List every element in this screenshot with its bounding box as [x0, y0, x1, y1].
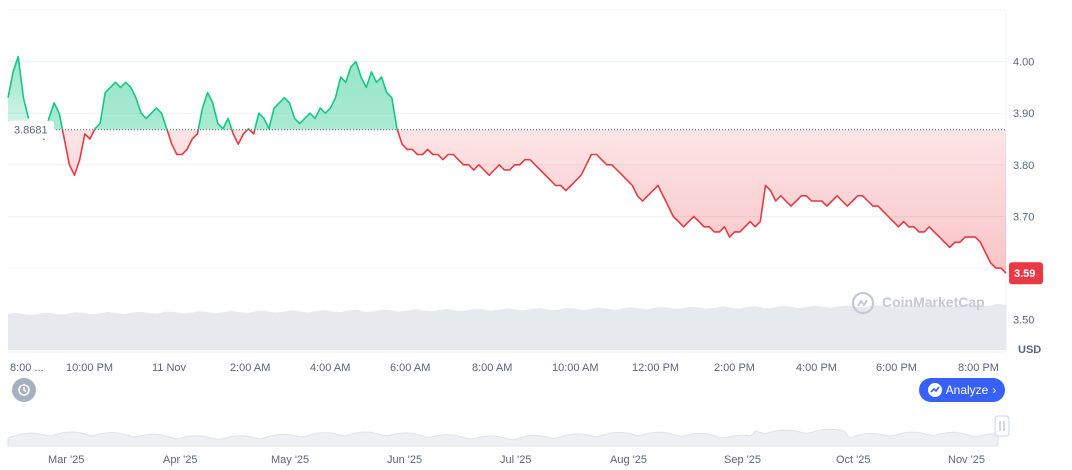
history-icon-glyph	[18, 384, 30, 396]
y-tick-label: 3.50	[1013, 315, 1034, 327]
y-axis: 4.003.903.803.703.603.50	[1013, 57, 1034, 327]
x-tick-label: 11 Nov	[152, 362, 187, 374]
analyze-chart-icon	[927, 383, 942, 397]
price-line-up	[45, 60, 399, 130]
unit-label: USD	[1018, 344, 1041, 356]
x-tick-label: 4:00 PM	[796, 362, 837, 374]
navigator-tick-label: Aug '25	[610, 454, 647, 466]
navigator-tick-label: Oct '25	[836, 454, 871, 466]
price-line-down	[38, 129, 1007, 274]
y-tick-label: 3.70	[1013, 211, 1034, 223]
x-tick-label: 8:00 AM	[472, 362, 512, 374]
area-below-reference	[38, 129, 1006, 274]
reference-price-label: 3.8681	[8, 120, 54, 139]
y-tick-label: 4.00	[1013, 57, 1034, 69]
x-tick-label: 8:00 PM	[958, 362, 999, 374]
y-tick-label: 3.90	[1013, 108, 1034, 120]
price-line-up	[7, 55, 30, 119]
price-line	[7, 55, 1007, 274]
navigator-axis: Mar '25 Apr '25 May '25 Jun '25 Jul '25 Aug '…	[48, 454, 985, 466]
x-tick-label: 10:00 PM	[66, 362, 113, 374]
x-tick-label: 2:00 AM	[230, 362, 270, 374]
x-tick-label: 12:00 PM	[632, 362, 679, 374]
coinmarketcap-logo-icon	[851, 291, 875, 315]
area-above-reference	[46, 61, 398, 130]
x-tick-label: 4:00 AM	[310, 362, 350, 374]
y-tick-label: 3.80	[1013, 160, 1034, 172]
navigator-tick-label: Mar '25	[48, 454, 84, 466]
volume-band	[8, 303, 1006, 350]
x-tick-label: 8:00 ...	[10, 362, 44, 374]
watermark-text: CoinMarketCap	[882, 294, 985, 310]
history-icon[interactable]	[12, 378, 36, 402]
navigator-tick-label: Sep '25	[724, 454, 761, 466]
analyze-button[interactable]: Analyze ›	[919, 378, 1005, 402]
x-tick-label: 10:00 AM	[552, 362, 598, 374]
chevron-right-icon: ›	[992, 383, 997, 397]
navigator-tick-label: Apr '25	[163, 454, 198, 466]
last-price-badge: 3.59	[1009, 262, 1043, 285]
navigator-tick-label: Jul '25	[500, 454, 531, 466]
reference-price-text: 3.8681	[14, 125, 48, 137]
navigator-tick-label: May '25	[271, 454, 309, 466]
navigator-tick-label: Jun '25	[387, 454, 422, 466]
analyze-label: Analyze	[945, 383, 989, 397]
x-tick-label: 6:00 PM	[876, 362, 917, 374]
last-price-text: 3.59	[1014, 268, 1035, 280]
x-axis: 8:00 ... 10:00 PM 11 Nov 2:00 AM 4:00 AM 6:00…	[10, 362, 999, 374]
x-tick-label: 2:00 PM	[714, 362, 755, 374]
x-tick-label: 6:00 AM	[390, 362, 430, 374]
navigator-tick-label: Nov '25	[948, 454, 985, 466]
volume-area	[8, 303, 1006, 350]
area-above-reference	[8, 56, 29, 130]
navigator-handle[interactable]	[994, 415, 1010, 437]
navigator-area	[7, 428, 999, 447]
range-navigator[interactable]: Mar '25 Apr '25 May '25 Jun '25 Jul '25 Aug '…	[7, 406, 1010, 466]
